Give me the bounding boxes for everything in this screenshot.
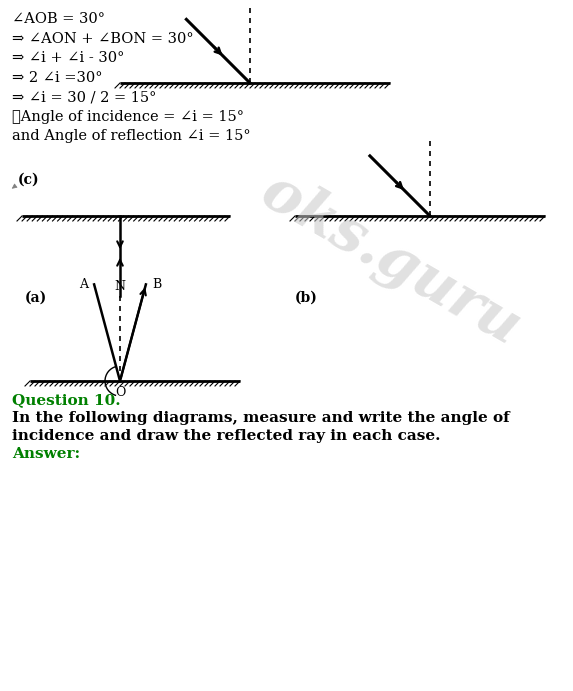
Text: ∠AOB = 30°: ∠AOB = 30° xyxy=(12,12,105,26)
Text: N: N xyxy=(115,280,125,293)
Text: ⇒ ∠i = 30 / 2 = 15°: ⇒ ∠i = 30 / 2 = 15° xyxy=(12,90,156,104)
Text: (b): (b) xyxy=(295,291,318,305)
Text: oks.guru: oks.guru xyxy=(250,164,529,358)
Text: (c): (c) xyxy=(18,173,40,187)
Text: B: B xyxy=(152,278,161,291)
Text: (a): (a) xyxy=(25,291,47,305)
Text: ⇒ 2 ∠i =30°: ⇒ 2 ∠i =30° xyxy=(12,70,103,84)
Text: A: A xyxy=(79,278,88,291)
Text: Question 10.: Question 10. xyxy=(12,393,121,407)
Text: and Angle of reflection ∠i = 15°: and Angle of reflection ∠i = 15° xyxy=(12,129,250,143)
Text: Answer:: Answer: xyxy=(12,447,80,461)
Text: O: O xyxy=(115,386,125,399)
Text: incidence and draw the reflected ray in each case.: incidence and draw the reflected ray in … xyxy=(12,429,441,443)
Text: In the following diagrams, measure and write the angle of: In the following diagrams, measure and w… xyxy=(12,411,510,425)
Text: ⇒ ∠AON + ∠BON = 30°: ⇒ ∠AON + ∠BON = 30° xyxy=(12,32,194,46)
Text: ∴Angle of incidence = ∠i = 15°: ∴Angle of incidence = ∠i = 15° xyxy=(12,109,244,124)
Text: ⇒ ∠i + ∠i - 30°: ⇒ ∠i + ∠i - 30° xyxy=(12,51,124,65)
